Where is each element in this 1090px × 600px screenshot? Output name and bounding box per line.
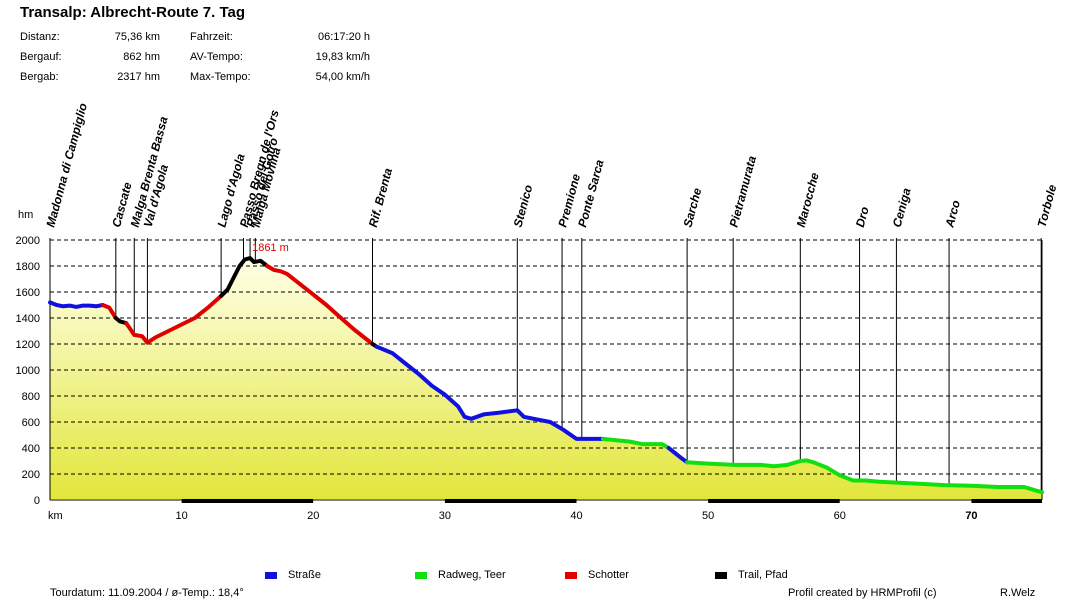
y-tick-label: 0 <box>34 495 40 507</box>
stat-time-label: Fahrzeit: <box>190 31 233 43</box>
waypoint-label: Dro <box>853 205 872 229</box>
y-axis-label: hm <box>18 209 33 221</box>
waypoint-label: Stenico <box>511 183 536 228</box>
legend-label-trail: Trail, Pfad <box>738 569 788 581</box>
series-line-trail-pfad <box>113 316 129 326</box>
stat-avg-speed-label: AV-Tempo: <box>190 51 243 63</box>
stat-descent-label: Bergab: <box>20 71 59 83</box>
legend-label-radweg: Radweg, Teer <box>438 569 506 581</box>
waypoint-label: Marocche <box>794 171 822 229</box>
author-text: R.Welz <box>1000 587 1036 599</box>
series-line-stra-e <box>374 344 605 441</box>
series-line-stra-e <box>48 300 105 309</box>
legend-item-trail: Trail, Pfad <box>715 569 788 581</box>
x-tick-label: 70 <box>965 510 977 522</box>
series-line-schotter <box>100 303 118 320</box>
series-line-schotter <box>265 264 375 346</box>
series-line-trail-pfad <box>219 256 270 298</box>
waypoint-label: Ponte Sarca <box>575 158 607 229</box>
stat-distance-label: Distanz: <box>20 31 60 43</box>
legend-item-strasse: Straße <box>265 569 321 581</box>
x-axis-segment <box>444 499 577 503</box>
y-tick-label: 200 <box>22 469 40 481</box>
legend-swatch-trail <box>715 571 727 579</box>
legend-label-strasse: Straße <box>288 569 322 581</box>
x-tick-label: 40 <box>570 510 582 522</box>
x-tick-label: 50 <box>702 510 714 522</box>
x-axis-segment <box>50 499 182 503</box>
stat-max-speed-value: 54,00 km/h <box>315 71 370 83</box>
waypoint-label: Torbole <box>1035 183 1060 229</box>
stat-max-speed-label: Max-Tempo: <box>190 71 251 83</box>
x-axis-segment <box>971 499 1042 503</box>
y-tick-label: 1000 <box>16 365 40 377</box>
waypoint-label: Sarche <box>680 186 704 229</box>
y-tick-label: 600 <box>22 417 40 429</box>
stat-distance-value: 75,36 km <box>114 31 160 43</box>
y-tick-label: 400 <box>22 443 40 455</box>
series-line-radweg-teer <box>600 436 671 450</box>
x-tick-label: 10 <box>176 510 188 522</box>
waypoint-label: Pietramurata <box>727 154 760 229</box>
profile-area <box>50 258 1042 500</box>
y-tick-label: 2000 <box>16 235 40 247</box>
series-line-stra-e <box>666 446 690 465</box>
waypoint-label: Madonna di Campiglio <box>43 102 90 229</box>
max-elevation-label: 1861 m <box>252 242 289 254</box>
legend-item-radweg: Radweg, Teer <box>415 569 506 581</box>
y-tick-label: 1400 <box>16 313 40 325</box>
y-tick-label: 1800 <box>16 261 40 273</box>
legend-swatch-radweg <box>415 571 427 579</box>
x-axis-segment <box>708 499 840 503</box>
legend-swatch-schotter <box>565 571 577 579</box>
stat-ascent-value: 862 hm <box>123 51 160 63</box>
credit-text: Profil created by HRMProfil (c) <box>788 587 937 599</box>
stat-descent-value: 2317 hm <box>117 71 160 83</box>
chart-title: Transalp: Albrecht-Route 7. Tag <box>20 4 246 21</box>
stat-avg-speed-value: 19,83 km/h <box>315 51 370 63</box>
stat-ascent-label: Bergauf: <box>20 51 62 63</box>
y-tick-label: 1600 <box>16 287 40 299</box>
x-axis-segment <box>181 499 314 503</box>
x-axis-segment <box>576 499 709 503</box>
legend-label-schotter: Schotter <box>588 569 629 581</box>
y-tick-label: 800 <box>22 391 40 403</box>
tour-info: Tourdatum: 11.09.2004 / ø-Temp.: 18,4° <box>50 587 244 599</box>
waypoint-label: Arco <box>942 199 963 230</box>
legend-swatch-strasse <box>265 571 277 579</box>
elevation-profile-chart: 0 200 400 600 800 1000 1200 1400 1600 1800 2000 hm 1… <box>16 102 1060 522</box>
x-axis-segment <box>839 499 972 503</box>
x-tick-label: 20 <box>307 510 319 522</box>
series-line-schotter <box>124 293 224 345</box>
x-tick-label: 30 <box>439 510 451 522</box>
waypoint-label: Rif. Brenta <box>366 166 395 229</box>
y-tick-label: 1200 <box>16 339 40 351</box>
x-tick-label: 60 <box>834 510 846 522</box>
series-line-radweg-teer <box>685 458 1044 495</box>
stat-time-value: 06:17:20 h <box>318 31 370 43</box>
x-axis-label: km <box>48 510 63 522</box>
waypoint-label: Ceniga <box>890 186 914 229</box>
legend-item-schotter: Schotter <box>565 569 629 581</box>
x-axis-segment <box>313 499 445 503</box>
